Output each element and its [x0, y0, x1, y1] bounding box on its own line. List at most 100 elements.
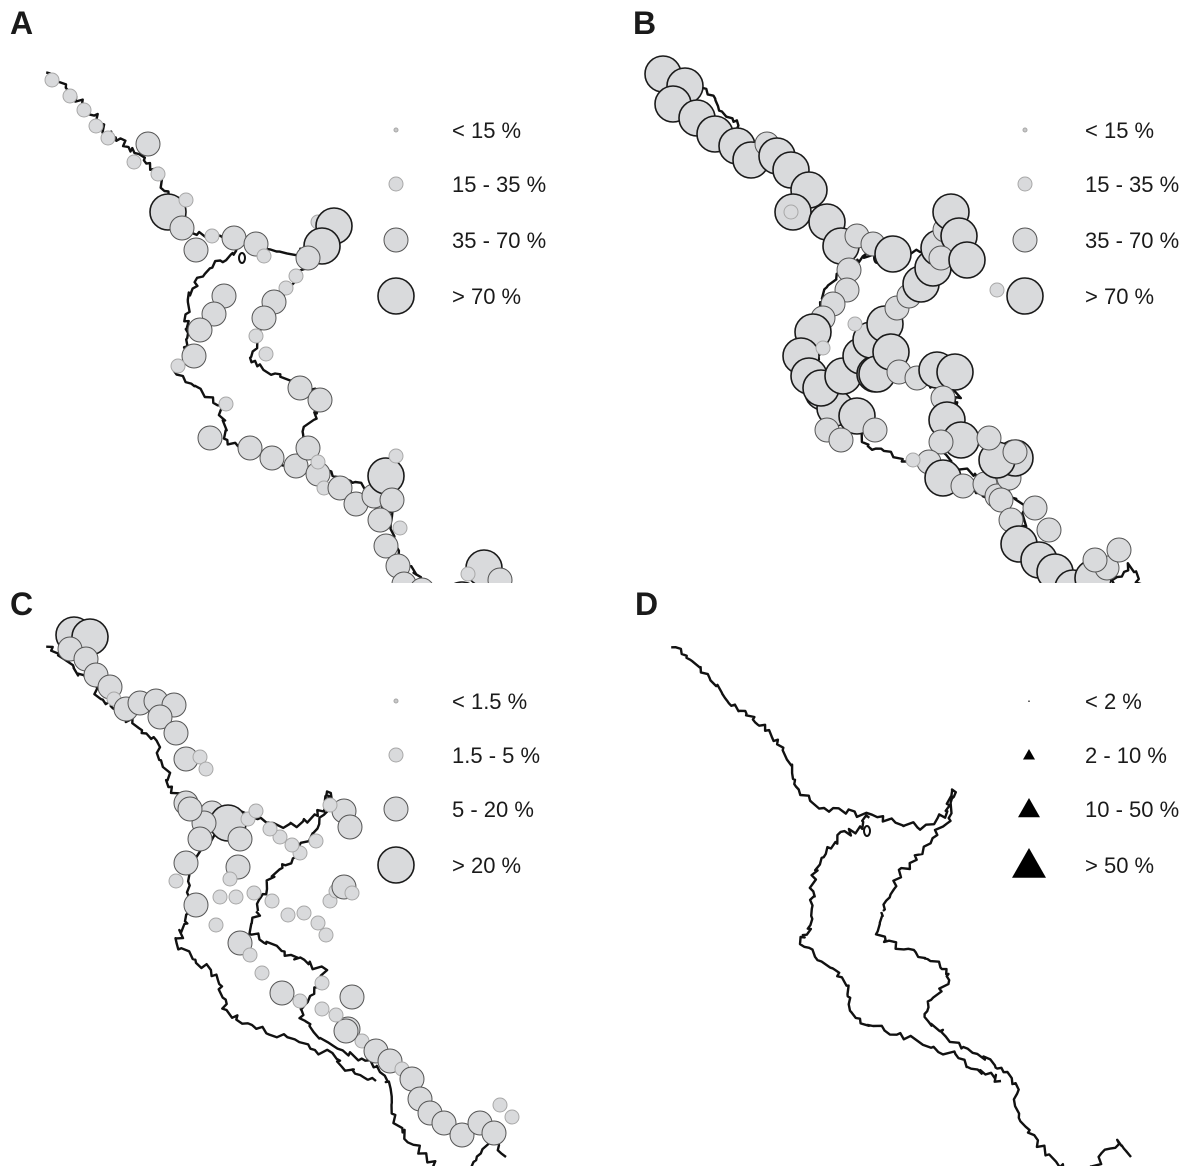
- site-circle: [192, 749, 208, 765]
- site-circle: [208, 917, 224, 933]
- site-circle: [197, 425, 223, 451]
- site-circle: [936, 353, 974, 391]
- site-circle: [262, 821, 278, 837]
- coastline-inner: [798, 814, 1002, 1083]
- site-circle: [828, 427, 854, 453]
- map-group: [671, 646, 1132, 1166]
- site-circle: [928, 429, 954, 455]
- site-circle: [147, 704, 173, 730]
- site-circle: [177, 796, 203, 822]
- site-circle: [218, 396, 234, 412]
- site-circle: [449, 1122, 475, 1148]
- site-circle: [367, 457, 405, 495]
- site-circle: [988, 487, 1014, 513]
- site-circle: [905, 452, 921, 468]
- legend-symbol: [377, 277, 415, 315]
- panel-d-map: D < 2 % 2 - 10 % 10 - 50 % > 50 %: [635, 586, 1179, 1166]
- symbol-layer: [44, 72, 513, 583]
- site-circle: [135, 131, 161, 157]
- site-circle: [212, 889, 228, 905]
- legend-label: > 20 %: [452, 853, 521, 878]
- site-circle: [862, 417, 888, 443]
- site-circle: [296, 905, 312, 921]
- site-circle: [504, 1109, 520, 1125]
- site-circle: [411, 577, 433, 583]
- site-circle: [1036, 517, 1062, 543]
- site-circle: [1082, 547, 1108, 573]
- site-circle: [278, 280, 294, 296]
- legend-label: 15 - 35 %: [452, 172, 546, 197]
- site-circle: [1002, 439, 1028, 465]
- site-circle: [228, 889, 244, 905]
- site-circle: [373, 533, 399, 559]
- site-circle: [379, 487, 405, 513]
- legend-symbol: [377, 846, 415, 884]
- site-circle: [391, 571, 417, 583]
- site-circle: [431, 1110, 457, 1136]
- site-circle: [204, 228, 220, 244]
- site-circle: [322, 797, 338, 813]
- panel-a: A < 15 % 15 - 35 % 35 - 70 % > 70 %: [0, 0, 595, 583]
- panel-d: D < 2 % 2 - 10 % 10 - 50 % > 50 %: [595, 583, 1190, 1166]
- site-circle: [492, 1097, 508, 1113]
- site-circle: [874, 235, 912, 273]
- legend-label: < 15 %: [1085, 118, 1154, 143]
- legend-symbol: [1028, 700, 1030, 702]
- site-circle: [487, 567, 513, 583]
- legend-symbol: [1012, 227, 1038, 253]
- islet: [238, 252, 246, 264]
- legend-label: 15 - 35 %: [1085, 172, 1179, 197]
- legend-symbol: [388, 747, 404, 763]
- legend: < 15 % 15 - 35 % 35 - 70 % > 70 %: [377, 118, 546, 315]
- coastline-south: [874, 911, 1132, 1166]
- site-circle: [178, 192, 194, 208]
- panel-b-map: B < 15 % 15 - 35 % 35 - 70 % > 70 %: [633, 5, 1179, 583]
- legend-label: < 2 %: [1085, 689, 1142, 714]
- site-circle: [392, 520, 408, 536]
- site-circle: [126, 154, 142, 170]
- site-circle: [183, 237, 209, 263]
- panel-letter: B: [633, 5, 656, 41]
- site-circle: [333, 1018, 359, 1044]
- legend-symbol: [388, 176, 404, 192]
- site-circle: [181, 343, 207, 369]
- site-circle: [170, 358, 186, 374]
- legend-label: 5 - 20 %: [452, 797, 534, 822]
- site-circle: [283, 453, 309, 479]
- site-circle: [284, 837, 300, 853]
- legend: < 1.5 % 1.5 - 5 % 5 - 20 % > 20 %: [377, 689, 540, 884]
- site-circle: [310, 915, 326, 931]
- site-circle: [163, 720, 189, 746]
- site-circle: [187, 317, 213, 343]
- legend-label: 10 - 50 %: [1085, 797, 1179, 822]
- coastline: [45, 71, 507, 583]
- site-circle: [339, 984, 365, 1010]
- legend-label: 35 - 70 %: [452, 228, 546, 253]
- site-circle: [221, 225, 247, 251]
- site-circle: [259, 445, 285, 471]
- site-circle: [328, 1007, 344, 1023]
- coastline-outer: [671, 646, 957, 912]
- legend-symbol: [1006, 277, 1044, 315]
- site-circle: [783, 204, 799, 220]
- site-circle: [246, 885, 262, 901]
- site-circle: [481, 1120, 507, 1146]
- panel-a-map: A < 15 % 15 - 35 % 35 - 70 % > 70 %: [10, 5, 546, 583]
- site-circle: [248, 803, 264, 819]
- legend-symbol: [1017, 176, 1033, 192]
- site-circle: [307, 387, 333, 413]
- site-circle: [169, 215, 195, 241]
- legend-symbol: [1018, 798, 1040, 818]
- site-circle: [76, 102, 92, 118]
- site-circle: [308, 833, 324, 849]
- legend-symbol: [383, 796, 409, 822]
- site-circle: [264, 893, 280, 909]
- symbol-layer: [55, 616, 520, 1148]
- site-circle: [288, 268, 304, 284]
- site-circle: [292, 993, 308, 1009]
- site-circle: [460, 566, 476, 582]
- site-circle: [327, 475, 353, 501]
- site-circle: [269, 980, 295, 1006]
- site-circle: [314, 975, 330, 991]
- legend-label: 35 - 70 %: [1085, 228, 1179, 253]
